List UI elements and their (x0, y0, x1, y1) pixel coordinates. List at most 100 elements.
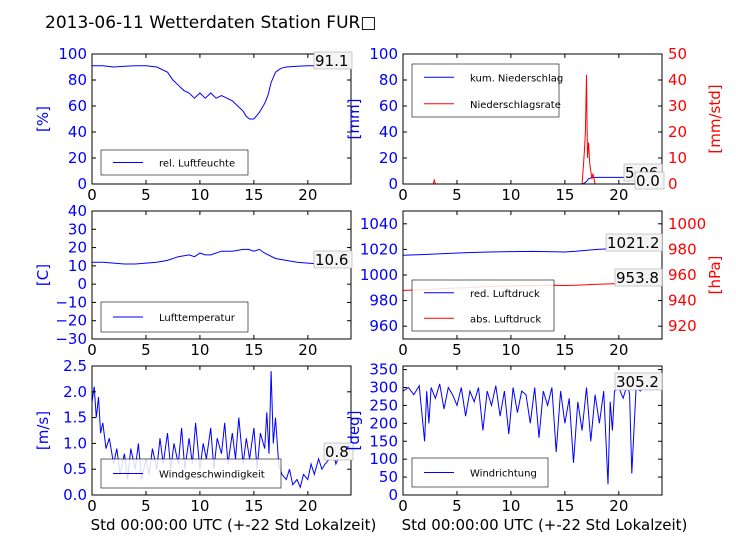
y2-tick-label-pressure-4: 1000 (668, 215, 706, 233)
plot-frame-windspeed (91, 365, 352, 496)
y-tick-label-winddir-4: 200 (369, 414, 398, 432)
panel-windspeed: 0 5 10 15 20 0.0 0.5 1.0 1.5 2.0 2.5 [m/s] Std 00:00… (34, 357, 376, 534)
y-tick-label-windspeed-1: 0.5 (63, 460, 87, 478)
y-axis-label-winddir: [deg] (345, 411, 363, 451)
y-tick-label-winddir-7: 350 (369, 361, 398, 379)
y-tick-label-pressure-1: 980 (369, 292, 398, 310)
y-tick-label-humidity-3: 60 (68, 97, 87, 115)
y-tick-label-winddir-5: 250 (369, 396, 398, 414)
y-tick-label-precip-2: 40 (379, 123, 398, 141)
series-line-precip-1 (403, 74, 662, 184)
x-axis-label-windspeed: Std 00:00:00 UTC (+-22 Std Lokalzeit) (91, 516, 377, 534)
y-tick-label-precip-1: 20 (379, 149, 398, 167)
y-tick-label-temperature-3: 0 (77, 275, 87, 293)
annotation-value-winddir-0: 305.2 (616, 373, 659, 391)
x-tick-label-windspeed-0: 0 (87, 497, 97, 515)
x-tick-label-winddir-1: 5 (452, 497, 462, 515)
y-tick-label-temperature-2: −10 (55, 293, 87, 311)
legend-label-pressure-0: red. Luftdruck (470, 289, 540, 300)
annotation-value-humidity-0: 91.1 (315, 52, 348, 70)
y-tick-label-temperature-0: −30 (55, 330, 87, 348)
x-tick-label-precip-0: 0 (398, 186, 408, 204)
x-tick-label-pressure-1: 5 (452, 341, 462, 359)
y-tick-label-winddir-2: 100 (369, 450, 398, 468)
y-tick-label-windspeed-3: 1.5 (63, 409, 87, 427)
x-tick-label-temperature-4: 20 (298, 341, 317, 359)
x-tick-label-temperature-3: 15 (244, 341, 263, 359)
y-axis-label-windspeed: [m/s] (34, 411, 52, 450)
x-axis-label-winddir: Std 00:00:00 UTC (+-22 Std Lokalzeit) (402, 516, 688, 534)
y-tick-label-windspeed-4: 2.0 (63, 383, 87, 401)
y-tick-label-temperature-7: 40 (68, 202, 87, 220)
y-tick-label-winddir-1: 50 (379, 468, 398, 486)
y-tick-label-pressure-3: 1020 (360, 240, 398, 258)
y2-axis-label-pressure: [hPa] (706, 256, 724, 295)
y-axis-label-temperature: [C] (34, 264, 52, 286)
legend-label-precip-0: kum. Niederschlag (470, 73, 563, 84)
legend-box-windspeed (100, 458, 282, 489)
y-tick-label-windspeed-2: 1.0 (63, 434, 87, 452)
legend-box-precip (411, 63, 560, 118)
x-tick-label-humidity-3: 15 (244, 186, 263, 204)
x-tick-label-windspeed-3: 15 (244, 497, 263, 515)
x-tick-label-humidity-1: 5 (141, 186, 151, 204)
panel-precip: 0 5 10 15 20 0 20 40 60 80 100 0 10 20 30 40 50 [mm] [mm/s… (345, 45, 724, 204)
x-tick-label-precip-2: 10 (501, 186, 520, 204)
annotation-box-pressure-1 (614, 268, 663, 287)
annotation-value-windspeed-0: 0.8 (325, 443, 349, 461)
x-tick-label-winddir-4: 20 (609, 497, 628, 515)
series-line-winddir-0 (403, 383, 662, 485)
y-axis-label-humidity: [%] (34, 106, 52, 132)
annotation-box-precip-1 (634, 171, 665, 190)
series-line-temperature-0 (92, 248, 351, 266)
y-tick-label-windspeed-5: 2.5 (63, 357, 87, 375)
legend-label-temperature-0: Lufttemperatur (159, 313, 236, 324)
x-tick-label-humidity-0: 0 (87, 186, 97, 204)
legend-label-windspeed-0: Windgeschwindigkeit (159, 470, 265, 481)
x-tick-label-windspeed-1: 5 (141, 497, 151, 515)
x-tick-label-humidity-4: 20 (298, 186, 317, 204)
x-tick-label-pressure-4: 20 (609, 341, 628, 359)
y-tick-label-humidity-4: 80 (68, 71, 87, 89)
panel-humidity: 0 5 10 15 20 0 20 40 60 80 100 [%] rel. Luftfeuchte 9… (34, 45, 353, 204)
y2-tick-label-precip-5: 50 (668, 45, 687, 63)
y-tick-label-pressure-4: 1040 (360, 215, 398, 233)
y2-tick-label-pressure-0: 920 (668, 317, 697, 335)
y-tick-label-winddir-6: 300 (369, 379, 398, 397)
x-tick-label-temperature-0: 0 (87, 341, 97, 359)
panel-pressure: 0 5 10 15 20 960 980 1000 1020 1040 920 940 960 980 10… (360, 210, 724, 359)
annotation-value-precip-1: 0.0 (636, 172, 660, 190)
y2-tick-label-precip-0: 0 (668, 175, 678, 193)
y-tick-label-precip-4: 80 (379, 71, 398, 89)
plot-frame-temperature (91, 210, 352, 340)
figure-title: 2013-06-11 Wetterdaten Station FUR□ (45, 13, 376, 33)
plot-frame-precip (402, 53, 663, 185)
x-tick-label-winddir-3: 15 (555, 497, 574, 515)
x-tick-label-pressure-3: 15 (555, 341, 574, 359)
x-tick-label-pressure-2: 10 (501, 341, 520, 359)
y-axis-label-precip: [mm] (345, 99, 363, 140)
annotation-box-humidity-0 (313, 51, 353, 70)
y2-tick-label-precip-1: 10 (668, 149, 687, 167)
x-tick-label-winddir-2: 10 (501, 497, 520, 515)
y2-axis-label-precip: [mm/std] (706, 84, 724, 153)
y-tick-label-pressure-2: 1000 (360, 266, 398, 284)
y-tick-label-humidity-5: 100 (58, 45, 87, 63)
x-tick-label-humidity-2: 10 (190, 186, 209, 204)
x-tick-label-precip-1: 5 (452, 186, 462, 204)
y-tick-label-humidity-2: 40 (68, 123, 87, 141)
annotation-box-winddir-0 (614, 372, 663, 391)
annotation-value-pressure-1: 953.8 (616, 269, 659, 287)
legend-label-humidity-0: rel. Luftfeuchte (159, 159, 235, 170)
y-tick-label-humidity-1: 20 (68, 149, 87, 167)
legend-label-winddir-0: Windrichtung (470, 469, 537, 480)
y-tick-label-humidity-0: 0 (77, 175, 87, 193)
annotation-value-pressure-0: 1021.2 (607, 234, 660, 252)
y2-tick-label-precip-4: 40 (668, 71, 687, 89)
y2-tick-label-pressure-1: 940 (668, 292, 697, 310)
annotation-value-temperature-0: 10.6 (315, 251, 348, 269)
y-tick-label-precip-0: 0 (388, 175, 398, 193)
